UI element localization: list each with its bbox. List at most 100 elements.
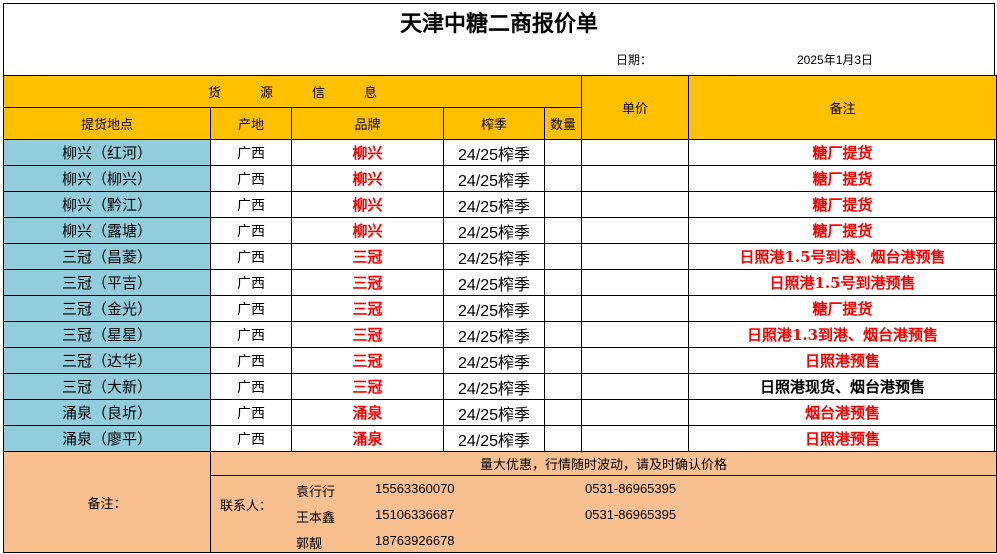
season-cell: 24/25榨季 [443,425,545,452]
contact-phone: 0531-86965395 [585,481,677,496]
table-row: 涌泉（良圻） 广西 涌泉 24/25榨季 烟台港预售 [3,399,997,426]
location-cell: 三冠（昌菱） [3,243,211,270]
group-header: 货 源 信 息 [2,75,583,108]
date-value: 2025年1月3日 [797,53,874,67]
brand-cell: 三冠 [291,269,444,296]
location-header: 提货地点 [3,107,211,140]
remark-cell: 烟台港预售 [688,399,997,426]
brand-cell: 三冠 [291,347,444,374]
location-cell: 三冠（金光） [3,295,211,322]
origin-cell: 广西 [210,139,292,166]
price-cell [581,191,690,218]
season-cell: 24/25榨季 [443,165,545,192]
remark-cell: 日照港预售 [688,425,997,452]
brand-cell: 三冠 [291,321,444,348]
season-cell: 24/25榨季 [443,191,545,218]
page-title: 天津中糖二商报价单 [399,11,598,37]
origin-cell: 广西 [210,373,292,400]
price-cell [581,373,690,400]
price-cell [581,347,690,374]
brand-cell: 柳兴 [291,165,444,192]
contact-name: 袁行行 [296,485,336,500]
contact-name: 王本鑫 [296,511,336,526]
brand-cell: 涌泉 [291,425,444,452]
remark-cell: 糖厂提货 [688,139,997,166]
location-cell: 柳兴（柳兴） [3,165,211,192]
brand-cell: 三冠 [291,243,444,270]
brand-cell: 三冠 [291,373,444,400]
location-cell: 三冠（星星） [3,321,211,348]
origin-cell: 广西 [210,399,292,426]
season-cell: 24/25榨季 [443,269,545,296]
origin-cell: 广西 [210,165,292,192]
location-cell: 三冠（大新） [3,373,211,400]
table-row: 三冠（达华） 广西 三冠 24/25榨季 日照港预售 [3,347,997,374]
price-cell [581,165,690,192]
remark-cell: 糖厂提货 [688,191,997,218]
remark-cell: 糖厂提货 [688,217,997,244]
season-cell: 24/25榨季 [443,217,545,244]
date-label: 日期： [616,53,653,67]
remark-cell: 日照港现货、烟台港预售 [688,373,997,400]
table-row: 三冠（昌菱） 广西 三冠 24/25榨季 日照港1.5号到港、烟台港预售 [3,243,997,270]
contact-name: 郭靓 [296,537,323,552]
quantity-cell [543,191,583,218]
quantity-cell [543,243,583,270]
quote-sheet: 天津中糖二商报价单 日期： 2025年1月3日 货 源 信 息单价 备注 提货地点… [2,3,997,553]
remark-cell: 糖厂提货 [688,165,997,192]
price-cell [581,269,690,296]
quantity-cell [543,139,583,166]
remark-cell: 日照港1.5号到港预售 [688,269,997,296]
price-cell [581,139,690,166]
brand-cell: 柳兴 [291,191,444,218]
season-cell: 24/25榨季 [443,373,545,400]
table-row: 柳兴（黔江） 广西 柳兴 24/25榨季 糖厂提货 [3,191,997,218]
brand-cell: 三冠 [291,295,444,322]
quantity-header: 数量 [543,107,583,140]
contact-mobile: 15563360070 [375,481,455,496]
origin-cell: 广西 [210,191,292,218]
table-row: 涌泉（廖平） 广西 涌泉 24/25榨季 日照港预售 [3,425,997,452]
origin-cell: 广西 [210,269,292,296]
origin-cell: 广西 [210,347,292,374]
contact-mobile: 15106336687 [375,507,455,522]
origin-cell: 广西 [210,243,292,270]
footer-label: 备注： [3,451,211,553]
origin-cell: 广西 [210,425,292,452]
footer-notice: 量大优惠，行情随时波动，请及时确认价格 [209,451,997,476]
price-cell [581,425,690,452]
price-cell [581,295,690,322]
origin-header: 产地 [210,107,292,140]
table-row: 柳兴（柳兴） 广西 柳兴 24/25榨季 糖厂提货 [3,165,997,192]
contacts: 联系人： 袁行行 15563360070 0531-86965395 王本鑫 1… [212,477,996,552]
origin-cell: 广西 [210,295,292,322]
price-header: 单价 [581,75,690,140]
quantity-cell [543,347,583,374]
price-cell [581,217,690,244]
remark-cell: 日照港预售 [688,347,997,374]
location-cell: 三冠（达华） [3,347,211,374]
price-cell [581,243,690,270]
quantity-cell [543,217,583,244]
quantity-cell [543,399,583,426]
contact-mobile: 18763926678 [375,533,455,548]
table-row: 柳兴（露塘） 广西 柳兴 24/25榨季 糖厂提货 [3,217,997,244]
table-row: 三冠（大新） 广西 三冠 24/25榨季 日照港现货、烟台港预售 [3,373,997,400]
remark-cell: 日照港1.3到港、烟台港预售 [688,321,997,348]
table-row: 三冠（平吉） 广西 三冠 24/25榨季 日照港1.5号到港预售 [3,269,997,296]
origin-cell: 广西 [210,321,292,348]
table-row: 三冠（金光） 广西 三冠 24/25榨季 糖厂提货 [3,295,997,322]
season-cell: 24/25榨季 [443,243,545,270]
brand-cell: 涌泉 [291,399,444,426]
season-cell: 24/25榨季 [443,139,545,166]
brand-header: 品牌 [291,107,444,140]
season-cell: 24/25榨季 [443,399,545,426]
table-row: 柳兴（红河） 广西 柳兴 24/25榨季 糖厂提货 [3,139,997,166]
brand-cell: 柳兴 [291,217,444,244]
remark-cell: 日照港1.5号到港、烟台港预售 [688,243,997,270]
location-cell: 柳兴（露塘） [3,217,211,244]
contact-phone: 0531-86965395 [585,507,677,522]
remark-header: 备注 [688,75,997,140]
price-cell [581,321,690,348]
season-cell: 24/25榨季 [443,321,545,348]
